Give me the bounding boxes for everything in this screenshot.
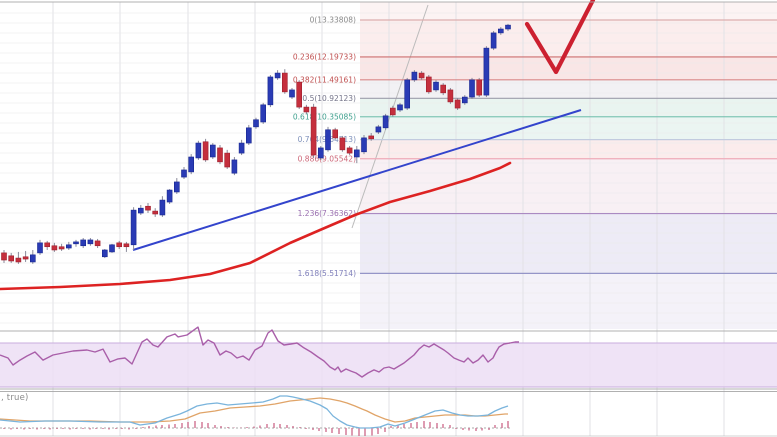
candle-body <box>483 47 490 96</box>
fib-level-label: 0(13.33808) <box>310 16 356 25</box>
candle-body <box>418 72 425 79</box>
candle-body <box>188 156 194 173</box>
candle-body <box>166 189 173 203</box>
candle-body <box>246 127 252 144</box>
macd-line <box>0 395 509 429</box>
fib-zone <box>360 273 777 330</box>
candle-body <box>22 256 29 260</box>
candle-body <box>231 159 238 174</box>
candle-body <box>440 84 447 94</box>
candle-body <box>66 244 72 249</box>
fib-level-label: 1.236(7.36362) <box>298 209 356 218</box>
candle-body <box>217 147 223 163</box>
candle-body <box>37 242 43 254</box>
candle-body <box>238 142 245 154</box>
macd-params-label: , true) <box>1 393 29 403</box>
candle-body <box>425 76 432 93</box>
candle-body <box>58 246 65 250</box>
fib-zone <box>360 116 777 140</box>
candle-body <box>1 252 7 261</box>
candle-body <box>94 240 101 247</box>
candle-body <box>109 244 115 253</box>
candle-body <box>339 137 346 151</box>
candle-body <box>202 141 209 161</box>
candle-body <box>159 199 166 216</box>
candle-body <box>260 104 267 123</box>
candle-body <box>397 104 403 111</box>
candle-body <box>461 96 468 104</box>
candle-body <box>346 147 353 154</box>
candle-body <box>447 89 454 103</box>
candle-body <box>174 181 180 193</box>
fib-zone <box>360 79 777 99</box>
candle-body <box>389 107 396 116</box>
candle-body <box>332 129 339 139</box>
fib-level-label: 0.5(10.92123) <box>302 94 356 103</box>
candle-body <box>181 169 187 178</box>
candle-body <box>497 28 504 34</box>
candle-body <box>152 210 158 215</box>
candle-body <box>102 249 108 258</box>
candle-body <box>505 24 511 30</box>
candle-body <box>267 76 274 106</box>
candle-body <box>145 205 151 211</box>
candle-body <box>253 119 259 128</box>
fib-level-label: 1.618(5.51714) <box>298 269 356 278</box>
candle-body <box>80 239 86 247</box>
candle-body <box>317 147 324 159</box>
candle-body <box>325 129 331 151</box>
candle-body <box>296 81 303 108</box>
fib-zone <box>360 2 777 20</box>
rsi-band <box>0 343 777 387</box>
candle-body <box>375 126 382 133</box>
candle-body <box>310 106 317 156</box>
candle-body <box>469 79 475 98</box>
v-shape-annotation <box>524 0 596 75</box>
candle-body <box>411 71 418 81</box>
candle-body <box>368 135 375 140</box>
candle-body <box>274 72 281 79</box>
candle-body <box>490 32 497 49</box>
candle-body <box>361 137 367 153</box>
moving-average-line <box>0 161 512 291</box>
candle-body <box>476 79 483 96</box>
candle-body <box>123 243 130 248</box>
candle-body <box>353 149 360 158</box>
candle-body <box>8 255 14 262</box>
candle-body <box>382 115 389 129</box>
candle-body <box>404 79 411 109</box>
candle-body <box>210 144 216 158</box>
candle-body <box>51 245 58 251</box>
candle-body <box>138 207 144 214</box>
fib-level-label: 0.236(12.19733) <box>293 52 356 61</box>
candle-body <box>29 254 36 263</box>
trend-line <box>132 109 582 251</box>
fib-zone <box>360 139 777 159</box>
candle-body <box>44 242 51 248</box>
candle-body <box>224 152 230 168</box>
fib-level-label: 0.618(10.35085) <box>293 112 356 121</box>
candle-body <box>116 242 122 248</box>
fib-level-label: 0.382(11.49161) <box>293 75 356 84</box>
candle-body <box>87 239 94 245</box>
fib-level-label: 0.886(9.05542) <box>298 154 356 163</box>
candle-body <box>130 209 137 246</box>
candle-body <box>15 257 22 263</box>
candle-body <box>73 241 79 245</box>
fib-zone <box>360 158 777 214</box>
candle-body <box>195 142 202 159</box>
candle-body <box>433 81 439 91</box>
rsi-line <box>0 326 519 378</box>
candle-body <box>303 106 310 113</box>
macd-signal-line <box>0 397 508 423</box>
candle-body <box>281 72 288 93</box>
candle-body <box>289 89 295 98</box>
candle-body <box>454 99 461 109</box>
